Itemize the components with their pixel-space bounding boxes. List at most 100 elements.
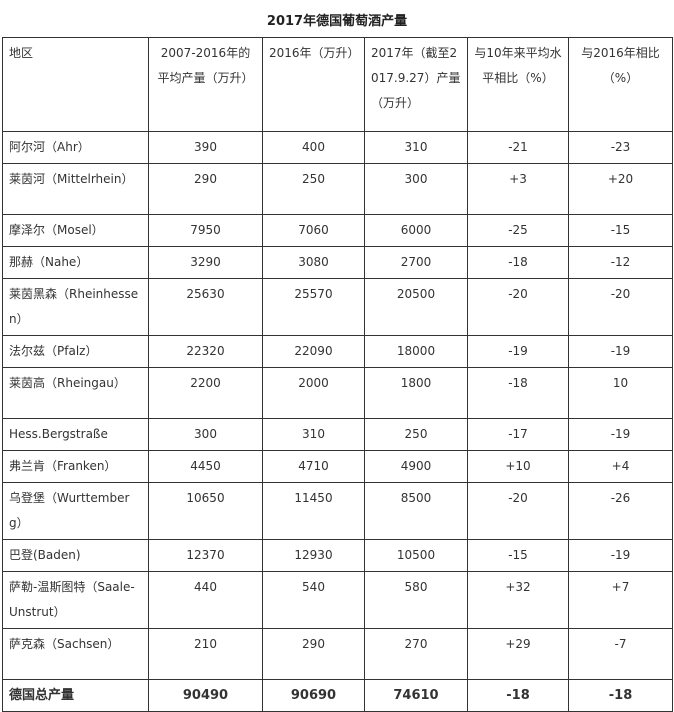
table-cell: 7060: [262, 214, 365, 247]
table-cell: 12370: [148, 539, 263, 572]
table-cell: 310: [364, 131, 468, 164]
table-cell: 巴登(Baden): [2, 539, 149, 572]
table-cell: -15: [568, 214, 673, 247]
table-cell: 莱茵黑森（Rheinhessen）: [2, 278, 149, 336]
table-cell: 250: [364, 418, 468, 451]
table-cell: 7950: [148, 214, 263, 247]
table-row: 萨勒-温斯图特（Saale-Unstrut） 440 540 580 +32 +7: [2, 571, 673, 629]
table-cell: -18: [467, 246, 569, 279]
table-cell: 20500: [364, 278, 468, 336]
table-cell: +3: [467, 163, 569, 215]
table-cell: 90690: [262, 679, 365, 712]
table-cell: +32: [467, 571, 569, 629]
table-cell: 3290: [148, 246, 263, 279]
table-cell: -12: [568, 246, 673, 279]
table-cell: +10: [467, 450, 569, 483]
table-cell: -23: [568, 131, 673, 164]
table-cell: -25: [467, 214, 569, 247]
table-cell: 210: [148, 628, 263, 680]
table-cell: 萨克森（Sachsen）: [2, 628, 149, 680]
table-cell: -18: [467, 367, 569, 419]
table-cell: 250: [262, 163, 365, 215]
column-header: 地区: [2, 37, 149, 132]
column-header: 2016年（万升）: [262, 37, 365, 132]
table-row: 巴登(Baden) 12370 12930 10500 -15 -19: [2, 539, 673, 572]
table-cell: -26: [568, 482, 673, 540]
table-row: 萨克森（Sachsen） 210 290 270 +29 -7: [2, 628, 673, 680]
table-title: 2017年德国葡萄酒产量: [266, 14, 408, 29]
table-cell: 2000: [262, 367, 365, 419]
table-cell: 10650: [148, 482, 263, 540]
table-cell: 莱茵高（Rheingau）: [2, 367, 149, 419]
table-row: 弗兰肯（Franken） 4450 4710 4900 +10 +4: [2, 450, 673, 483]
table-cell: -19: [568, 539, 673, 572]
table-row: 摩泽尔（Mosel） 7950 7060 6000 -25 -15: [2, 214, 673, 247]
table-cell: 8500: [364, 482, 468, 540]
table-cell: 310: [262, 418, 365, 451]
table-cell: 300: [148, 418, 263, 451]
table-row: 莱茵高（Rheingau） 2200 2000 1800 -18 10: [2, 367, 673, 419]
header-row: 地区 2007-2016年的平均产量（万升） 2016年（万升） 2017年（截至20…: [2, 37, 673, 132]
table-cell: 22090: [262, 335, 365, 368]
table-cell: 莱茵河（Mittelrhein）: [2, 163, 149, 215]
table-cell: 摩泽尔（Mosel）: [2, 214, 149, 247]
column-header: 与10年来平均水平相比（%）: [467, 37, 569, 132]
table-cell: 6000: [364, 214, 468, 247]
total-row: 德国总产量 90490 90690 74610 -18 -18: [2, 679, 673, 712]
table-cell: -20: [467, 278, 569, 336]
table-cell: 法尔兹（Pfalz）: [2, 335, 149, 368]
table-cell: 4450: [148, 450, 263, 483]
table-cell: 10500: [364, 539, 468, 572]
table-cell: 25570: [262, 278, 365, 336]
table-row: 莱茵黑森（Rheinhessen） 25630 25570 20500 -20 -20: [2, 278, 673, 336]
table-cell: 540: [262, 571, 365, 629]
table-cell: 12930: [262, 539, 365, 572]
table-cell: 580: [364, 571, 468, 629]
table-cell: +7: [568, 571, 673, 629]
table-cell: 那赫（Nahe）: [2, 246, 149, 279]
table-cell: 270: [364, 628, 468, 680]
table-cell: 90490: [148, 679, 263, 712]
table-cell: -19: [568, 418, 673, 451]
table-cell: 2700: [364, 246, 468, 279]
table-cell: 1800: [364, 367, 468, 419]
table-row: 乌登堡（Wurttemberg） 10650 11450 8500 -20 -26: [2, 482, 673, 540]
table-row: Hess.Bergstraße 300 310 250 -17 -19: [2, 418, 673, 451]
table-cell: 290: [262, 628, 365, 680]
table-cell: 74610: [364, 679, 468, 712]
table-cell: -7: [568, 628, 673, 680]
table-cell: -18: [467, 679, 569, 712]
table-row: 莱茵河（Mittelrhein） 290 250 300 +3 +20: [2, 163, 673, 215]
table-cell: 11450: [262, 482, 365, 540]
table-cell: 阿尔河（Ahr）: [2, 131, 149, 164]
table-cell: -18: [568, 679, 673, 712]
table-cell: -20: [467, 482, 569, 540]
table-cell: 400: [262, 131, 365, 164]
table-cell: 弗兰肯（Franken）: [2, 450, 149, 483]
table-cell: +4: [568, 450, 673, 483]
table-cell: 300: [364, 163, 468, 215]
table-cell: 22320: [148, 335, 263, 368]
table-cell: 390: [148, 131, 263, 164]
table-cell: -20: [568, 278, 673, 336]
table-cell: +20: [568, 163, 673, 215]
table-cell: 2200: [148, 367, 263, 419]
table-cell: -21: [467, 131, 569, 164]
table-cell: 萨勒-温斯图特（Saale-Unstrut）: [2, 571, 149, 629]
table-cell: -19: [568, 335, 673, 368]
table-cell: 乌登堡（Wurttemberg）: [2, 482, 149, 540]
table-cell: 440: [148, 571, 263, 629]
table-cell: 18000: [364, 335, 468, 368]
table-cell: 德国总产量: [2, 679, 149, 712]
table-cell: 3080: [262, 246, 365, 279]
table-row: 法尔兹（Pfalz） 22320 22090 18000 -19 -19: [2, 335, 673, 368]
table-cell: Hess.Bergstraße: [2, 418, 149, 451]
wine-production-table: 地区 2007-2016年的平均产量（万升） 2016年（万升） 2017年（截至20…: [2, 37, 673, 712]
table-cell: 4900: [364, 450, 468, 483]
table-cell: 4710: [262, 450, 365, 483]
table-cell: -19: [467, 335, 569, 368]
column-header: 2007-2016年的平均产量（万升）: [148, 37, 263, 132]
column-header: 2017年（截至2017.9.27）产量（万升）: [364, 37, 468, 132]
table-row: 那赫（Nahe） 3290 3080 2700 -18 -12: [2, 246, 673, 279]
table-cell: 25630: [148, 278, 263, 336]
